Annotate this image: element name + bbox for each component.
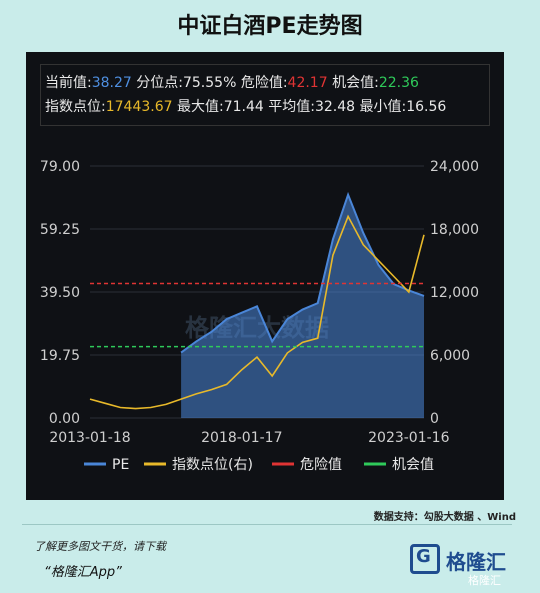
y-left-tick-label: 0.00 [49, 411, 80, 427]
stat-label: 危险值: [240, 75, 288, 91]
stats-row-1: 当前值:38.27 分位点:75.55% 危险值:42.17 机会值:22.36 [45, 71, 485, 95]
stat-label: 最小值: [359, 99, 407, 115]
download-prompt: 了解更多图文干货，请下载 [34, 540, 166, 553]
legend-label: PE [112, 457, 129, 473]
stats-box: 当前值:38.27 分位点:75.55% 危险值:42.17 机会值:22.36… [40, 64, 490, 126]
stat-value: 17443.67 [105, 99, 173, 115]
legend-label: 指数点位(右) [172, 457, 253, 473]
y-left-tick-label: 19.75 [40, 348, 80, 364]
stats-row-2: 指数点位:17443.67 最大值:71.44 平均值:32.48 最小值:16… [45, 95, 485, 119]
divider [22, 524, 512, 525]
stat-label: 分位点: [136, 75, 183, 91]
legend-label: 危险值 [300, 457, 342, 473]
logo-mark-icon [410, 544, 440, 574]
index-line [89, 214, 425, 410]
data-source: 数据支持：勾股大数据 、Wind [373, 512, 516, 523]
corner-watermark: 格隆汇 [468, 574, 501, 587]
stat-value: 42.17 [287, 75, 328, 91]
legend-label: 机会值 [392, 457, 434, 473]
chart-panel: 当前值:38.27 分位点:75.55% 危险值:42.17 机会值:22.36… [26, 52, 504, 500]
pe-area [181, 194, 424, 418]
pe-chart: 0.00 19.75 39.50 59.25 79.00 0 6,000 12,000 18,0… [40, 159, 479, 473]
gelonghui-logo: G 格隆汇 [410, 544, 528, 584]
y-left-tick-label: 39.50 [40, 285, 80, 301]
stat-value: 32.48 [314, 99, 356, 115]
stat-label: 指数点位: [45, 99, 106, 115]
stat-value: 75.55% [182, 75, 237, 91]
stat-label: 当前值: [45, 75, 92, 91]
y-right-tick-label: 24,000 [430, 159, 479, 175]
x-tick-label: 2018-01-17 [201, 430, 282, 446]
y-right-tick-label: 0 [430, 411, 439, 427]
chart-title: 中证白酒PE走势图 [177, 14, 363, 39]
stat-label: 机会值: [332, 75, 379, 91]
y-right-tick-label: 18,000 [430, 222, 479, 238]
stat-value: 71.44 [223, 99, 264, 115]
y-left-tick-label: 59.25 [40, 222, 80, 238]
y-right-tick-label: 12,000 [430, 285, 479, 301]
stat-value: 16.56 [406, 99, 447, 115]
stat-value: 22.36 [378, 75, 419, 91]
pe-line [180, 191, 425, 354]
logo-mark-letter: G [416, 546, 431, 567]
x-tick-label: 2013-01-18 [49, 430, 130, 446]
stat-label: 平均值: [268, 99, 315, 115]
y-left-tick-label: 79.00 [40, 159, 80, 175]
stat-value: 38.27 [91, 75, 132, 91]
app-name[interactable]: “格隆汇App” [44, 565, 122, 580]
stat-label: 最大值: [176, 99, 224, 115]
x-tick-label: 2023-01-16 [368, 430, 449, 446]
logo-text: 格隆汇 [446, 550, 506, 574]
y-right-tick-label: 6,000 [430, 348, 470, 364]
